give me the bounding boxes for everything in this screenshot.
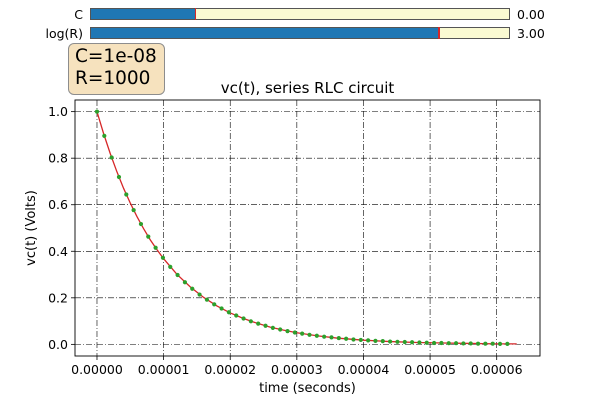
data-point <box>168 264 173 269</box>
data-point <box>505 341 510 346</box>
x-tick-label: 0.00006 <box>471 362 523 377</box>
data-point <box>212 302 217 307</box>
data-point <box>204 297 210 302</box>
data-point <box>292 330 297 335</box>
data-point <box>146 234 151 239</box>
slider-handle[interactable] <box>438 27 440 39</box>
data-point <box>263 323 268 328</box>
x-tick-label: 0.00005 <box>404 362 456 377</box>
data-point <box>131 207 136 213</box>
slider-value: 3.00 <box>517 26 545 41</box>
data-point <box>468 341 473 346</box>
slider-fill <box>91 9 196 19</box>
data-point <box>285 328 290 334</box>
y-tick-label: 0.8 <box>48 151 68 166</box>
y-tick-label: 0.0 <box>48 337 68 352</box>
y-tick-label: 1.0 <box>48 104 68 119</box>
slider-handle[interactable] <box>194 8 197 20</box>
data-point <box>322 334 327 339</box>
data-point <box>116 174 122 180</box>
data-point <box>248 319 253 324</box>
chart-title: vc(t), series RLC circuit <box>221 79 395 97</box>
data-point <box>497 341 503 346</box>
data-point <box>153 245 158 250</box>
data-point <box>241 316 246 321</box>
slider-value: 0.00 <box>517 7 545 22</box>
x-tick-label: 0.00001 <box>138 362 190 377</box>
data-point <box>417 340 422 345</box>
data-point <box>446 341 451 346</box>
data-point <box>197 292 202 297</box>
log-r-slider[interactable] <box>90 27 510 39</box>
data-point <box>219 306 224 311</box>
slider-row-c: C 0.00 <box>0 7 600 22</box>
slider-fill <box>91 28 440 38</box>
x-tick-label: 0.00002 <box>204 362 256 377</box>
y-tick-label: 0.4 <box>48 244 68 259</box>
data-point <box>138 221 144 227</box>
data-point <box>373 338 378 343</box>
data-point <box>256 321 261 326</box>
data-point <box>270 325 275 330</box>
data-point <box>431 340 437 346</box>
y-tick-label: 0.2 <box>48 290 68 305</box>
data-point <box>124 192 129 197</box>
slider-label: C <box>74 7 83 22</box>
data-point <box>160 255 166 260</box>
data-point <box>388 339 393 344</box>
data-point <box>307 332 312 337</box>
data-point <box>402 339 407 345</box>
data-point <box>102 133 107 138</box>
data-point <box>109 155 114 160</box>
data-point <box>358 337 363 343</box>
data-point <box>190 286 195 291</box>
data-point <box>409 340 415 345</box>
data-point <box>175 272 180 278</box>
data-point <box>453 341 459 346</box>
data-point <box>424 340 429 345</box>
capacitance-text: C=1e-08 <box>75 46 157 67</box>
slider-label: log(R) <box>45 26 84 41</box>
slider-row-log-r: log(R) 3.00 <box>0 26 600 41</box>
data-point <box>234 313 239 318</box>
y-tick-label: 0.6 <box>48 197 68 212</box>
data-point <box>351 337 356 342</box>
data-point <box>278 327 283 332</box>
data-point <box>483 341 488 346</box>
x-tick-label: 0.00004 <box>338 362 390 377</box>
data-point <box>490 341 495 346</box>
data-point <box>366 338 371 343</box>
data-point <box>182 280 188 285</box>
plot-frame <box>74 99 541 357</box>
data-point <box>461 341 466 346</box>
data-point <box>344 336 349 341</box>
resistance-text: R=1000 <box>75 68 151 89</box>
data-point <box>314 333 319 338</box>
data-point <box>329 335 334 340</box>
data-point <box>395 339 400 344</box>
x-tick-label: 0.00003 <box>271 362 323 377</box>
y-axis-label: vc(t) (Volts) <box>24 190 39 266</box>
series-line <box>96 111 517 345</box>
c-slider[interactable] <box>90 8 510 20</box>
data-point <box>380 339 385 344</box>
data-point <box>94 109 100 114</box>
data-point <box>439 340 444 346</box>
data-point <box>226 310 231 315</box>
x-axis-label: time (seconds) <box>259 381 356 396</box>
data-point <box>475 341 481 346</box>
x-tick-label: 0.00000 <box>71 362 123 377</box>
parameter-box <box>68 43 165 95</box>
data-point <box>336 335 341 341</box>
data-point <box>300 331 305 336</box>
